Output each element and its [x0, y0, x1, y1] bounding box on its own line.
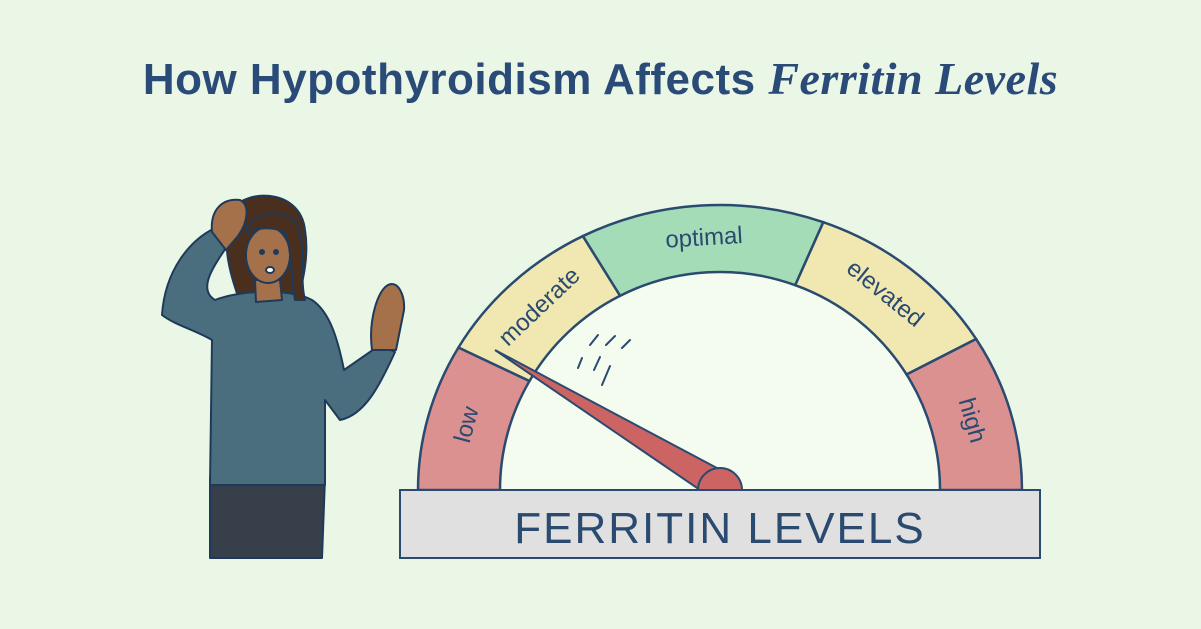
face: [245, 226, 291, 284]
worried-woman-illustration: [161, 194, 406, 559]
gauge-face: [500, 272, 940, 490]
label-box: [399, 489, 1041, 559]
gauge-segment-label: optimal: [665, 222, 744, 254]
hair-front: [245, 212, 306, 301]
open-hand: [370, 283, 406, 351]
gauge-label: FERRITIN LEVELS: [514, 504, 925, 553]
gauge-needle: [494, 349, 744, 492]
gauge-label-box: FERRITIN LEVELS: [399, 489, 1041, 559]
pants: [209, 477, 326, 559]
needle-pivot: [696, 467, 744, 491]
page-title: How Hypothyroidism Affects Ferritin Leve…: [0, 52, 1201, 105]
motion-lines: [577, 334, 631, 386]
title-emphasis: Ferritin Levels: [768, 53, 1059, 104]
raised-hand: [210, 198, 248, 251]
title-main: How Hypothyroidism Affects: [142, 55, 769, 104]
